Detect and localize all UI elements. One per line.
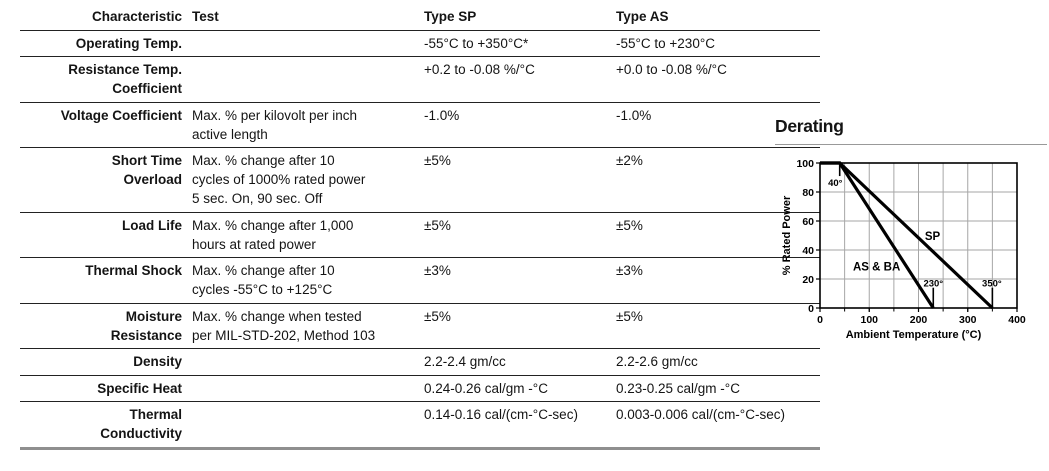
test-cell: Max. % change when tested per MIL-STD-20… (192, 308, 376, 343)
type-sp-cell: 2.2-2.4 gm/cc (424, 354, 506, 369)
svg-text:AS & BA: AS & BA (853, 261, 900, 273)
derating-section-header: Derating (775, 116, 1047, 145)
characteristic-cell: Load Life (122, 217, 182, 233)
table-row-thermal-shock: Thermal Shock Max. % change after 10 cyc… (20, 258, 820, 304)
svg-text:100: 100 (860, 314, 878, 326)
type-sp-cell: 0.14-0.16 cal/(cm-°C-sec) (424, 407, 578, 422)
header-type-sp: Type SP (424, 9, 477, 24)
type-as-cell: ±2% (616, 153, 643, 168)
svg-text:300: 300 (959, 314, 977, 326)
table-row-operating-temp: Operating Temp. -55°C to +350°C* -55°C t… (20, 31, 820, 57)
header-test: Test (192, 9, 219, 24)
test-cell: Max. % change after 10 cycles of 1000% r… (192, 153, 366, 206)
svg-text:80: 80 (802, 187, 814, 199)
svg-text:SP: SP (925, 231, 941, 243)
svg-text:0: 0 (808, 303, 814, 315)
characteristic-cell: Density (133, 354, 182, 369)
type-sp-cell: 0.24-0.26 cal/gm -°C (424, 380, 548, 396)
characteristic-cell: Resistance Temp. Coefficient (68, 62, 182, 96)
characteristics-table: Characteristic Test Type SP Type AS Oper… (20, 4, 820, 450)
test-cell (182, 405, 414, 443)
type-as-cell: +0.0 to -0.08 %/°C (616, 62, 727, 77)
svg-text:200: 200 (910, 314, 928, 326)
characteristic-cell: Thermal Conductivity (100, 407, 182, 441)
characteristic-cell: Moisture Resistance (110, 308, 182, 343)
header-characteristic: Characteristic (91, 9, 182, 24)
table-row-specific-heat: Specific Heat 0.24-0.26 cal/gm -°C 0.23-… (20, 376, 820, 402)
test-cell (182, 60, 414, 98)
type-as-cell: ±5% (616, 308, 643, 324)
characteristic-cell: Voltage Coefficient (60, 107, 182, 123)
test-cell (182, 34, 414, 53)
header-type-as: Type AS (616, 9, 669, 24)
derating-title: Derating (775, 116, 844, 136)
table-row-thermal-conductivity: Thermal Conductivity 0.14-0.16 cal/(cm-°… (20, 402, 820, 450)
table-row-short-time-overload: Short Time Overload Max. % change after … (20, 148, 820, 213)
table-row-resistance-temp-coefficient: Resistance Temp. Coefficient +0.2 to -0.… (20, 57, 820, 103)
test-cell: Max. % change after 1,000 hours at rated… (192, 217, 354, 252)
test-cell: Max. % change after 10 cycles -55°C to +… (192, 263, 335, 297)
characteristic-cell: Operating Temp. (75, 35, 182, 51)
table-row-voltage-coefficient: Voltage Coefficient Max. % per kilovolt … (20, 103, 820, 148)
type-sp-cell: -1.0% (424, 107, 460, 123)
svg-text:20: 20 (802, 274, 814, 286)
svg-text:230°: 230° (923, 278, 943, 289)
type-sp-cell: ±5% (424, 153, 451, 168)
characteristic-cell: Specific Heat (97, 380, 182, 396)
svg-text:0: 0 (817, 314, 823, 326)
svg-text:400: 400 (1008, 314, 1026, 326)
svg-text:40: 40 (802, 245, 814, 257)
table-row-density: Density 2.2-2.4 gm/cc 2.2-2.6 gm/cc (20, 349, 820, 376)
type-sp-cell: ±5% (424, 217, 451, 233)
type-as-cell: 0.003-0.006 cal/(cm-°C-sec) (616, 407, 785, 422)
test-cell (182, 352, 414, 371)
type-sp-cell: -55°C to +350°C* (424, 35, 529, 51)
svg-text:60: 60 (802, 216, 814, 228)
table-row-load-life: Load Life Max. % change after 1,000 hour… (20, 213, 820, 258)
svg-text:40°: 40° (828, 178, 843, 189)
type-sp-cell: ±3% (424, 263, 451, 278)
type-as-cell: 2.2-2.6 gm/cc (616, 354, 698, 369)
type-sp-cell: ±5% (424, 308, 451, 324)
type-as-cell: 0.23-0.25 cal/gm -°C (616, 380, 740, 396)
test-cell: Max. % per kilovolt per inch active leng… (192, 107, 358, 142)
test-cell (182, 379, 414, 398)
type-as-cell: -1.0% (616, 107, 652, 123)
svg-text:% Rated Power: % Rated Power (781, 195, 793, 275)
table-header-row: Characteristic Test Type SP Type AS (20, 4, 820, 31)
type-as-cell: ±3% (616, 263, 643, 278)
derating-chart: 0 100 200 300 400 0 20 40 60 80 100 40° 230° 350° SP AS… (781, 158, 1026, 341)
svg-text:Ambient Temperature (°C): Ambient Temperature (°C) (846, 329, 982, 341)
svg-text:100: 100 (796, 158, 814, 170)
type-sp-cell: +0.2 to -0.08 %/°C (424, 62, 535, 77)
characteristic-cell: Thermal Shock (85, 263, 182, 278)
type-as-cell: -55°C to +230°C (616, 35, 715, 51)
table-row-moisture-resistance: Moisture Resistance Max. % change when t… (20, 304, 820, 349)
type-as-cell: ±5% (616, 217, 643, 233)
characteristic-cell: Short Time Overload (111, 153, 182, 187)
svg-text:350°: 350° (982, 278, 1002, 289)
